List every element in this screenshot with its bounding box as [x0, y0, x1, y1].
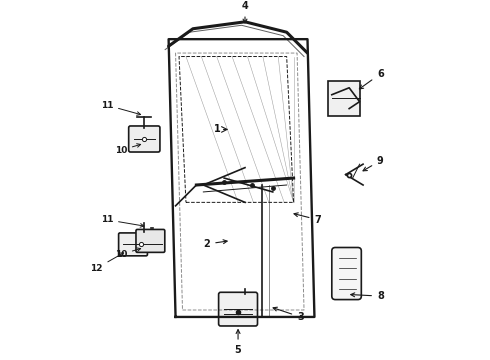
Text: 5: 5 [235, 330, 242, 355]
Text: 9: 9 [363, 156, 384, 171]
Text: 10: 10 [115, 144, 141, 155]
FancyBboxPatch shape [136, 229, 165, 252]
Text: 12: 12 [90, 253, 123, 273]
Text: 11: 11 [100, 215, 144, 227]
Text: 10: 10 [115, 248, 141, 259]
Text: 4: 4 [242, 1, 248, 23]
Text: 11: 11 [100, 101, 141, 115]
Text: 8: 8 [351, 291, 384, 301]
FancyBboxPatch shape [332, 248, 361, 300]
FancyBboxPatch shape [129, 126, 160, 152]
Text: 7: 7 [294, 213, 321, 225]
Text: 3: 3 [273, 307, 304, 322]
Bar [328, 81, 360, 116]
FancyBboxPatch shape [219, 292, 258, 326]
Text: 1: 1 [214, 125, 220, 134]
Text: 2: 2 [203, 239, 227, 249]
Text: 6: 6 [359, 69, 384, 89]
FancyBboxPatch shape [119, 233, 147, 256]
